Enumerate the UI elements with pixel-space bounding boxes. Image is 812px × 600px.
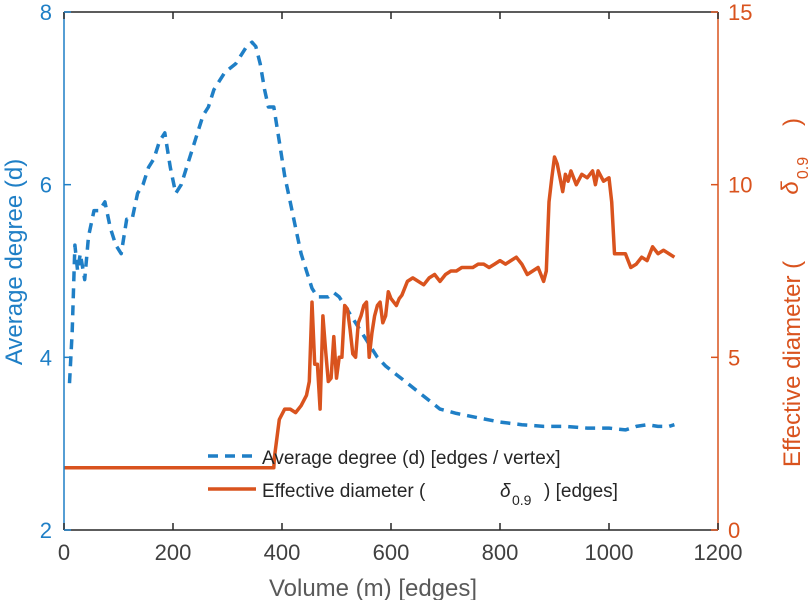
legend-diameter-suffix: ) [edges] — [544, 481, 618, 502]
x-tick-label: 200 — [155, 540, 192, 565]
axes-layer: 0 200 400 600 800 1000 1200 2 4 6 8 0 5 10 15 — [40, 0, 753, 565]
right-y-axis-label-text: Effective diameter ( — [779, 261, 806, 467]
legend-diameter-label: Effective diameter ( — [262, 481, 426, 502]
legend-diameter-symbol: δ — [500, 481, 511, 502]
x-tick-label: 800 — [482, 540, 519, 565]
series-line-effective-diameter — [64, 155, 676, 470]
x-tick-label: 600 — [373, 540, 410, 565]
left-y-tick-label: 4 — [40, 345, 52, 370]
series-layer — [64, 40, 676, 470]
x-tick-label: 0 — [58, 540, 70, 565]
left-y-axis-label: Average degree (d) — [1, 159, 28, 365]
legend-diameter-subscript: 0.9 — [512, 492, 532, 508]
x-tick-label: 1200 — [694, 540, 743, 565]
right-y-tick-label: 10 — [728, 173, 752, 198]
right-y-axis-label: Effective diameter ( δ 0.9 ) — [777, 118, 812, 467]
left-y-tick-label: 8 — [40, 0, 52, 25]
right-y-axis-label-subscript: 0.9 — [795, 157, 812, 179]
legend: Average degree (d) [edges / vertex] Effe… — [208, 448, 618, 508]
right-y-axis-label-close: ) — [779, 118, 806, 126]
x-tick-label: 1000 — [585, 540, 634, 565]
series-line-average-degree — [67, 40, 675, 432]
x-axis-label: Volume (m) [edges] — [269, 575, 477, 600]
right-y-tick-label: 15 — [728, 0, 752, 25]
right-y-tick-label: 5 — [728, 345, 740, 370]
left-y-tick-label: 2 — [40, 518, 52, 543]
left-y-tick-label: 6 — [40, 173, 52, 198]
plot-area — [64, 12, 718, 530]
legend-degree-label: Average degree (d) [edges / vertex] — [262, 448, 561, 469]
right-y-tick-label: 0 — [728, 518, 740, 543]
right-y-axis-label-symbol: δ — [777, 181, 804, 195]
x-tick-label: 400 — [264, 540, 301, 565]
